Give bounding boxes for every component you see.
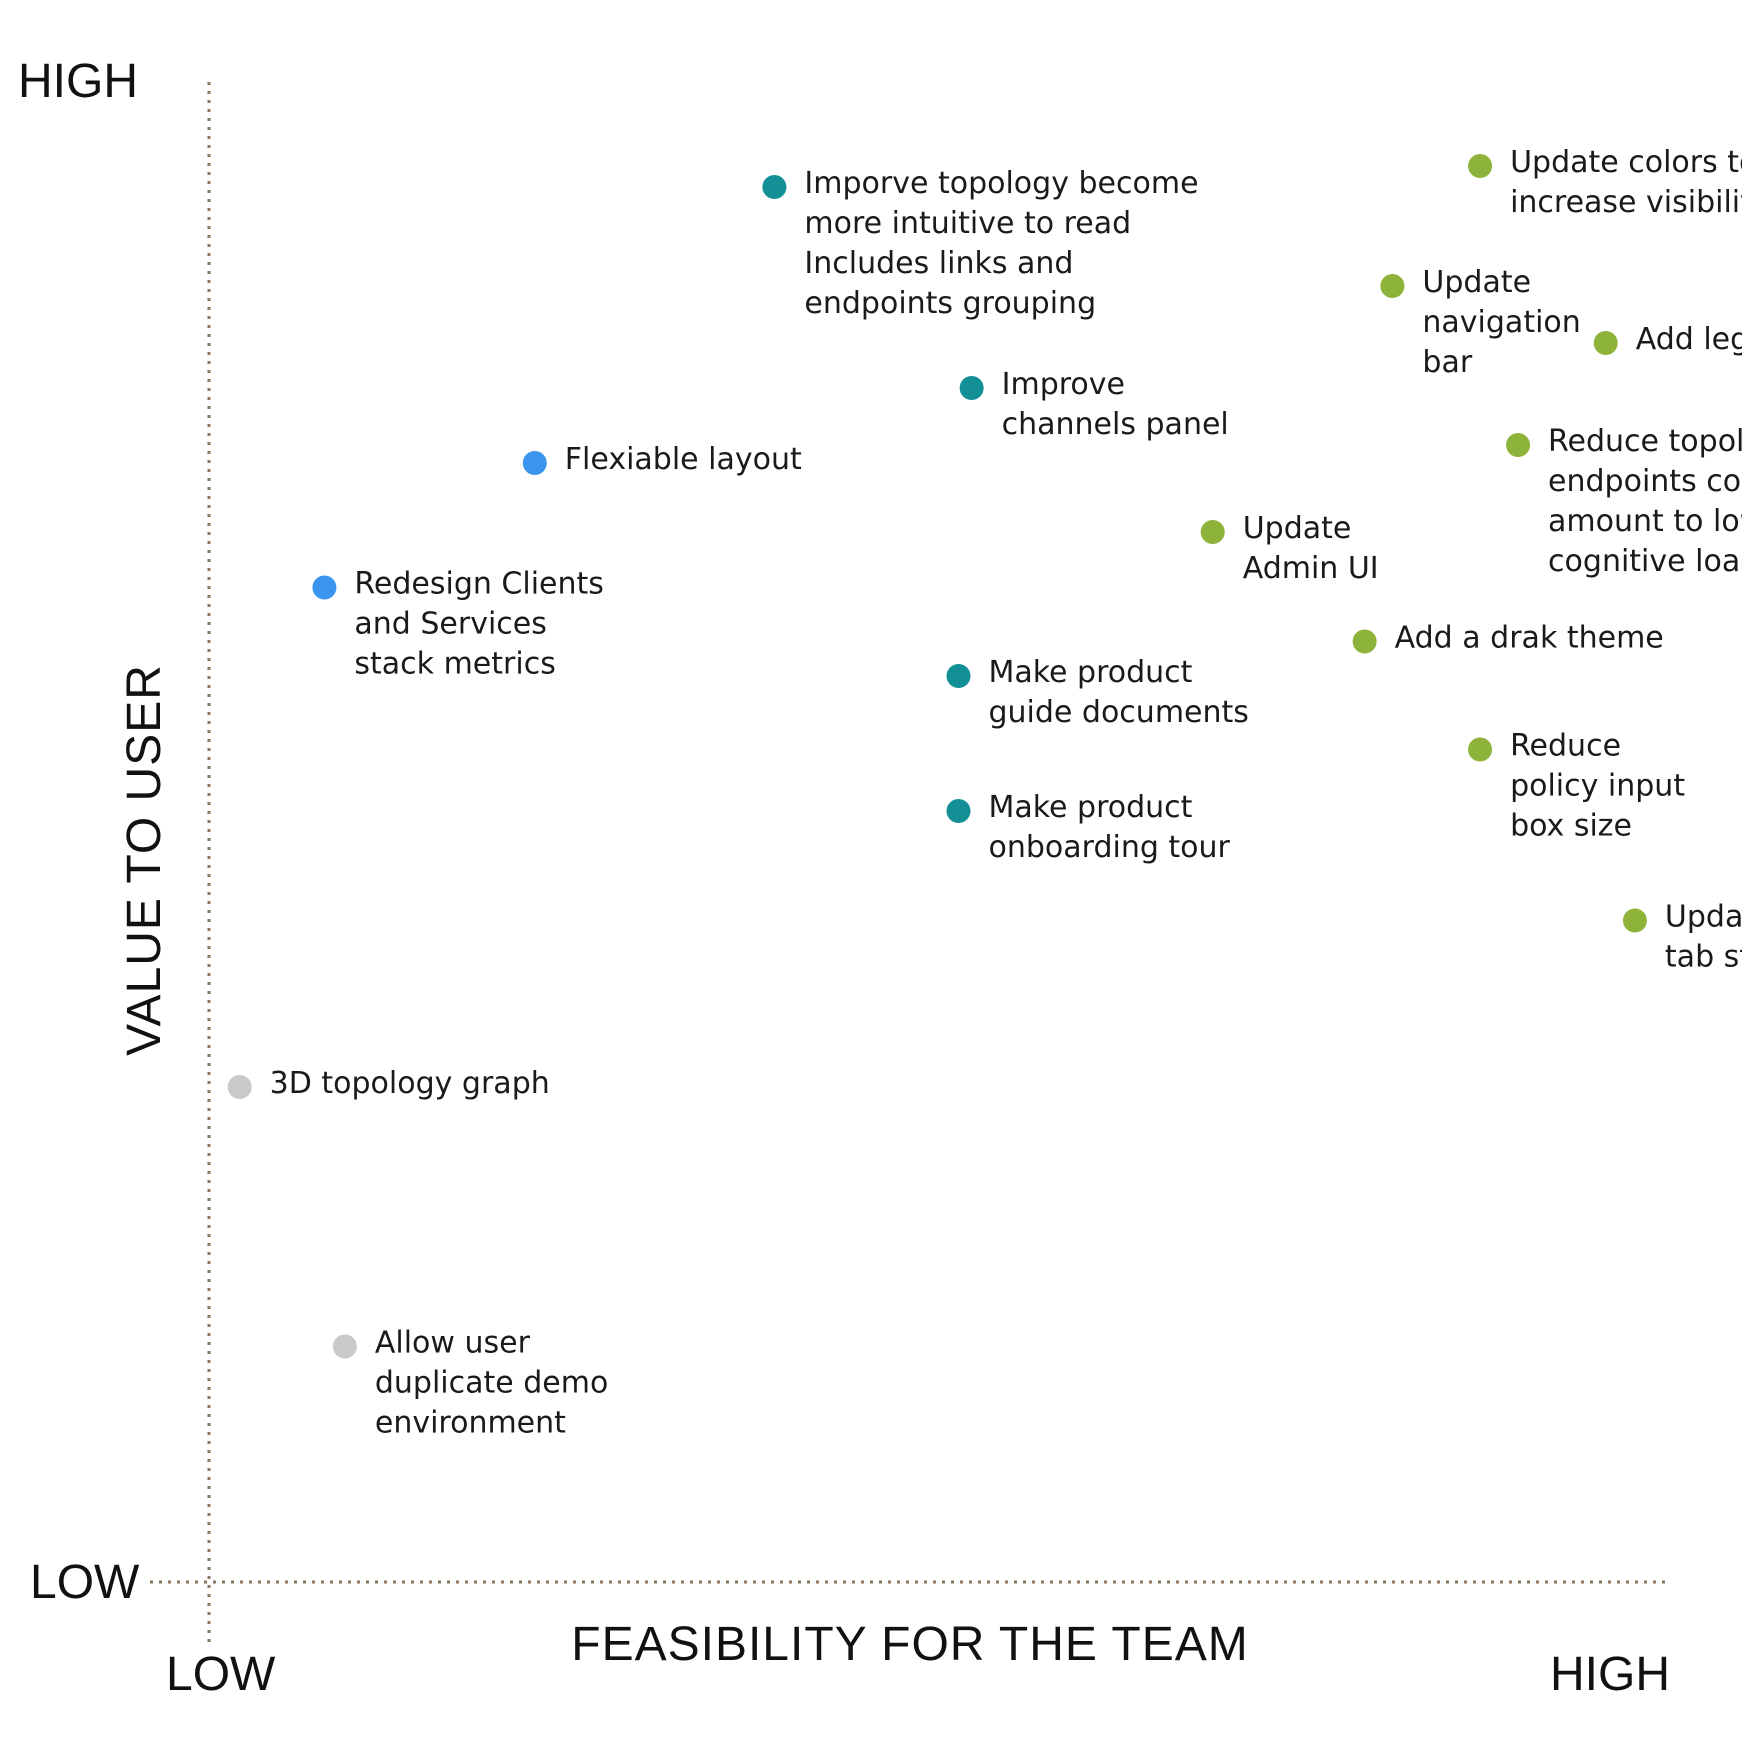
data-point-label-line: Update <box>1665 900 1742 935</box>
data-point-label: Imporve topology become more intuitive to… <box>804 166 1198 321</box>
data-point-label-line: Improve <box>1002 367 1125 402</box>
data-point-label-line: Add legend <box>1636 322 1742 357</box>
data-point-marker <box>227 1075 252 1099</box>
data-point-label-line: Make product <box>988 655 1192 690</box>
data-point-label-line: 3D topology graph <box>270 1066 550 1101</box>
data-point-label-line: Flexiable layout <box>565 442 802 477</box>
data-point-label-line: amount to lower <box>1548 504 1742 539</box>
data-point-label: Make product onboarding tour <box>988 790 1230 865</box>
data-point-label: 3D topology graph <box>270 1066 550 1101</box>
data-point-label-line: Imporve topology become <box>804 166 1198 201</box>
feature-item: Update tab style <box>1622 900 1742 975</box>
feature-item: Make product onboarding tour <box>946 790 1231 865</box>
feature-item: Flexiable layout <box>522 442 802 477</box>
data-point-label: Flexiable layout <box>565 442 802 477</box>
feature-item: Add legend <box>1593 322 1742 357</box>
data-point-label: Reduce topology endpoints color amount to … <box>1548 424 1742 579</box>
data-point-label-line: onboarding tour <box>988 830 1230 865</box>
y-axis-low-label: LOW <box>30 1556 140 1609</box>
data-point-label-line: and Services <box>354 607 546 642</box>
feature-item: Reduce policy input box size <box>1468 729 1685 844</box>
feature-item: Improve channels panel <box>959 367 1229 442</box>
data-point-marker <box>1468 154 1493 178</box>
data-point-label: Update Admin UI <box>1243 511 1379 586</box>
data-point-label-line: more intuitive to read <box>804 206 1131 241</box>
y-axis-high-label: HIGH <box>18 55 138 108</box>
data-point-label: Improve channels panel <box>1002 367 1229 442</box>
data-point-label: Reduce policy input box size <box>1510 729 1685 844</box>
data-point-label-line: increase visibility <box>1510 185 1742 220</box>
x-axis-high-label: HIGH <box>1550 1648 1670 1701</box>
data-point-label-line: cognitive load <box>1548 544 1742 579</box>
data-point-label: Add legend <box>1636 322 1742 357</box>
data-point-label-line: endpoints color <box>1548 464 1742 499</box>
data-point-marker <box>1622 908 1647 933</box>
data-point-label-line: Redesign Clients <box>354 567 604 602</box>
data-point-marker <box>762 175 787 199</box>
data-point-label-line: policy input <box>1510 769 1685 804</box>
data-point-label-line: stack metrics <box>354 647 555 682</box>
data-point-label: Make product guide documents <box>988 655 1248 730</box>
y-axis-title: VALUE TO USER <box>118 664 171 1056</box>
data-point-label-line: Reduce <box>1510 729 1621 764</box>
data-point-label-line: Add a drak theme <box>1395 621 1664 656</box>
data-point-label-line: duplicate demo <box>375 1366 608 1401</box>
axes: HIGH LOW LOW HIGH FEASIBILITY FOR THE TE… <box>18 55 1670 1701</box>
data-point-label: Redesign Clients and Services stack metric… <box>354 567 604 682</box>
data-point-label-line: Admin UI <box>1243 551 1379 586</box>
data-point-label: Add a drak theme <box>1395 621 1664 656</box>
data-point-marker <box>332 1334 357 1359</box>
data-point-marker <box>312 575 337 600</box>
data-point-marker <box>959 376 984 400</box>
feature-item: Reduce topology endpoints color amount to … <box>1506 424 1742 579</box>
feature-item: 3D topology graph <box>227 1066 550 1101</box>
data-point-label-line: tab style <box>1665 940 1742 975</box>
feature-item: Update Admin UI <box>1200 511 1379 586</box>
data-point-label-line: Update <box>1243 511 1352 546</box>
data-point-label-line: box size <box>1510 809 1632 844</box>
data-point-marker <box>946 799 971 823</box>
data-point-label-line: channels panel <box>1002 407 1229 442</box>
x-axis-low-label: LOW <box>166 1648 276 1701</box>
data-point-label: Update tab style <box>1665 900 1742 975</box>
data-point-marker <box>1593 331 1618 355</box>
feature-item: Allow user duplicate demo environment <box>332 1326 608 1441</box>
data-point-label: Allow user duplicate demo environment <box>375 1326 608 1441</box>
data-point-label-line: bar <box>1422 345 1472 380</box>
data-point-label: Update navigation bar <box>1422 265 1580 380</box>
data-point-marker <box>522 451 547 475</box>
data-point-label-line: Make product <box>988 790 1192 825</box>
feature-item: Update navigation bar <box>1380 265 1581 380</box>
data-point-marker <box>1380 274 1405 298</box>
data-point-marker <box>1200 520 1225 544</box>
data-point-label-line: Allow user <box>375 1326 531 1361</box>
feature-item: Make product guide documents <box>946 655 1249 730</box>
data-point-label-line: Update <box>1422 265 1531 300</box>
data-point-label-line: guide documents <box>988 695 1248 730</box>
data-point-marker <box>1352 629 1377 654</box>
data-point-marker <box>946 664 971 688</box>
feature-item: Redesign Clients and Services stack metric… <box>312 567 604 682</box>
data-point-label-line: Includes links and <box>804 246 1073 281</box>
data-point-marker <box>1468 737 1493 762</box>
data-point-marker <box>1506 433 1531 457</box>
data-point-label-line: environment <box>375 1406 566 1441</box>
data-point-label-line: endpoints grouping <box>804 286 1096 321</box>
feature-item: Imporve topology become more intuitive to… <box>762 166 1199 321</box>
x-axis-title: FEASIBILITY FOR THE TEAM <box>571 1618 1248 1671</box>
data-point-label-line: Reduce topology <box>1548 424 1742 459</box>
feature-item: Update colors to increase visibility <box>1468 145 1742 220</box>
data-point-label-line: Update colors to <box>1510 145 1742 180</box>
data-point-label-line: navigation <box>1422 305 1580 340</box>
feature-item: Add a drak theme <box>1352 621 1664 656</box>
data-point-label: Update colors to increase visibility <box>1510 145 1742 220</box>
